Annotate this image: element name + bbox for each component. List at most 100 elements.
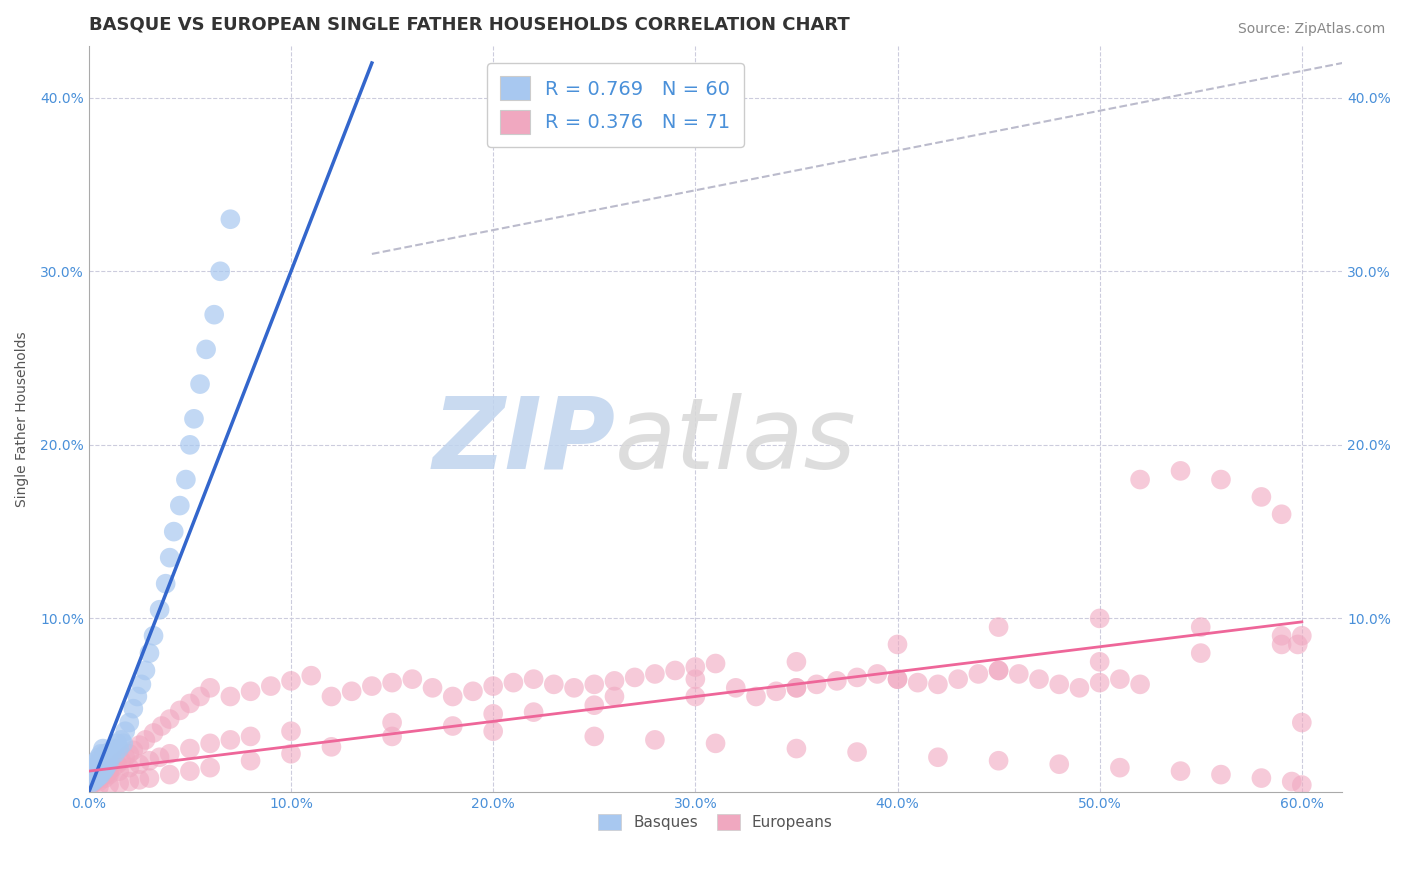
Point [685, 690, 707, 704]
Point [441, 690, 464, 704]
Point [1088, 675, 1111, 690]
Point [87, 750, 110, 764]
Point [131, 677, 153, 691]
Point [340, 684, 363, 698]
Point [1271, 629, 1294, 643]
Point [482, 679, 505, 693]
Point [100, 750, 122, 764]
Point [159, 712, 181, 726]
Point [110, 732, 132, 747]
Point [91, 752, 114, 766]
Point [169, 499, 191, 513]
Point [1209, 473, 1232, 487]
Text: BASQUE VS EUROPEAN SINGLE FATHER HOUSEHOLDS CORRELATION CHART: BASQUE VS EUROPEAN SINGLE FATHER HOUSEHO… [89, 15, 849, 33]
Point [461, 684, 484, 698]
Point [1028, 672, 1050, 686]
Point [381, 730, 404, 744]
Point [96, 750, 118, 764]
Point [159, 747, 181, 761]
Point [644, 732, 666, 747]
Point [87, 757, 110, 772]
Point [108, 776, 131, 790]
Point [219, 212, 242, 227]
Point [543, 677, 565, 691]
Point [1271, 637, 1294, 651]
Point [86, 771, 108, 785]
Point [142, 726, 165, 740]
Point [664, 664, 686, 678]
Legend: Basques, Europeans: Basques, Europeans [592, 808, 839, 837]
Point [1047, 677, 1070, 691]
Point [1170, 464, 1192, 478]
Point [623, 670, 645, 684]
Point [280, 724, 302, 739]
Point [91, 764, 114, 778]
Point [134, 732, 156, 747]
Point [785, 681, 807, 695]
Point [785, 681, 807, 695]
Point [90, 761, 112, 775]
Point [104, 747, 127, 761]
Point [80, 778, 103, 792]
Point [441, 719, 464, 733]
Point [94, 747, 117, 761]
Point [96, 765, 118, 780]
Point [98, 778, 121, 792]
Point [87, 780, 110, 794]
Point [149, 603, 172, 617]
Point [685, 660, 707, 674]
Point [583, 730, 606, 744]
Point [101, 761, 124, 775]
Point [87, 774, 110, 789]
Point [94, 756, 117, 770]
Point [86, 763, 108, 777]
Point [1291, 629, 1313, 643]
Point [866, 667, 889, 681]
Point [87, 763, 110, 777]
Point [806, 677, 828, 691]
Point [209, 264, 232, 278]
Point [704, 736, 727, 750]
Point [90, 747, 112, 761]
Point [523, 705, 546, 719]
Point [482, 706, 505, 721]
Point [846, 745, 869, 759]
Point [84, 772, 107, 787]
Point [179, 741, 201, 756]
Point [108, 741, 131, 756]
Point [644, 667, 666, 681]
Point [195, 343, 218, 357]
Point [122, 701, 145, 715]
Point [98, 767, 121, 781]
Point [80, 771, 103, 785]
Point [188, 377, 211, 392]
Point [360, 679, 382, 693]
Point [149, 750, 172, 764]
Point [183, 412, 205, 426]
Point [179, 438, 201, 452]
Point [280, 747, 302, 761]
Point [179, 764, 201, 778]
Point [401, 672, 423, 686]
Point [1069, 681, 1091, 695]
Point [128, 738, 150, 752]
Point [583, 677, 606, 691]
Point [91, 767, 114, 781]
Point [163, 524, 186, 539]
Point [112, 736, 135, 750]
Point [84, 764, 107, 778]
Point [1088, 655, 1111, 669]
Point [785, 741, 807, 756]
Point [562, 681, 585, 695]
Point [118, 747, 141, 761]
Point [90, 756, 112, 770]
Point [122, 743, 145, 757]
Point [159, 550, 181, 565]
Point [583, 698, 606, 713]
Point [704, 657, 727, 671]
Point [1291, 715, 1313, 730]
Point [202, 308, 225, 322]
Point [907, 675, 929, 690]
Point [299, 668, 322, 682]
Point [1291, 778, 1313, 792]
